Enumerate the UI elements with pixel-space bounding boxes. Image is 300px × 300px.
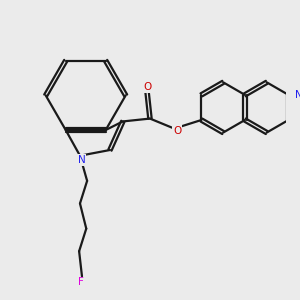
Text: N: N	[295, 90, 300, 100]
Text: F: F	[79, 277, 84, 287]
Text: O: O	[143, 82, 151, 92]
Text: N: N	[77, 155, 85, 165]
Text: O: O	[173, 126, 181, 136]
